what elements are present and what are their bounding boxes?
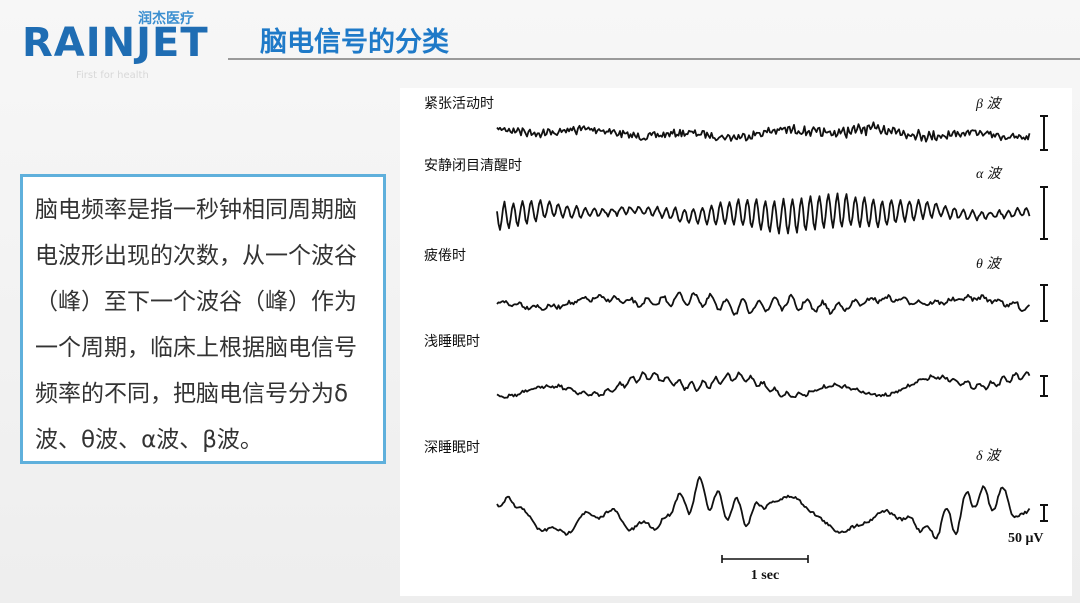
wave-label: θ 波 bbox=[976, 256, 1002, 272]
amplitude-scale: 50 μV bbox=[1008, 531, 1044, 546]
scale-bar bbox=[1040, 186, 1048, 240]
wave-label: δ 波 bbox=[976, 448, 1002, 464]
time-scale: 1 sec bbox=[751, 568, 779, 583]
eeg-wave bbox=[496, 121, 1031, 143]
state-label: 深睡眠时 bbox=[424, 440, 480, 456]
text-box: 脑电频率是指一秒钟相同周期脑电波形出现的次数，从一个波谷（峰）至下一个波谷（峰）… bbox=[20, 174, 386, 464]
state-label: 疲倦时 bbox=[424, 247, 466, 264]
time-bar bbox=[721, 555, 809, 563]
scale-bar bbox=[1040, 115, 1048, 151]
title-rule bbox=[228, 58, 1080, 60]
slide-title: 脑电信号的分类 bbox=[260, 27, 449, 58]
eeg-wave bbox=[496, 291, 1031, 316]
state-label: 安静闭目清醒时 bbox=[424, 158, 522, 174]
figure-bg bbox=[400, 88, 1072, 596]
eeg-wave bbox=[496, 476, 1031, 540]
eeg-wave bbox=[496, 192, 1031, 235]
logo-cn: 润杰医疗 bbox=[138, 11, 194, 27]
scale-bar bbox=[1040, 375, 1048, 397]
wave-label: β 波 bbox=[975, 96, 1002, 112]
logo-en: RAINJET bbox=[22, 20, 209, 66]
state-label: 紧张活动时 bbox=[424, 96, 494, 112]
scale-bar bbox=[1040, 284, 1048, 322]
wave-label: α 波 bbox=[976, 166, 1003, 182]
scale-bar bbox=[1040, 504, 1048, 522]
state-label: 浅睡眠时 bbox=[424, 334, 480, 350]
eeg-wave bbox=[496, 371, 1031, 399]
logo-tagline: First for health bbox=[76, 70, 149, 81]
paragraph: 脑电频率是指一秒钟相同周期脑电波形出现的次数，从一个波谷（峰）至下一个波谷（峰）… bbox=[35, 197, 357, 453]
